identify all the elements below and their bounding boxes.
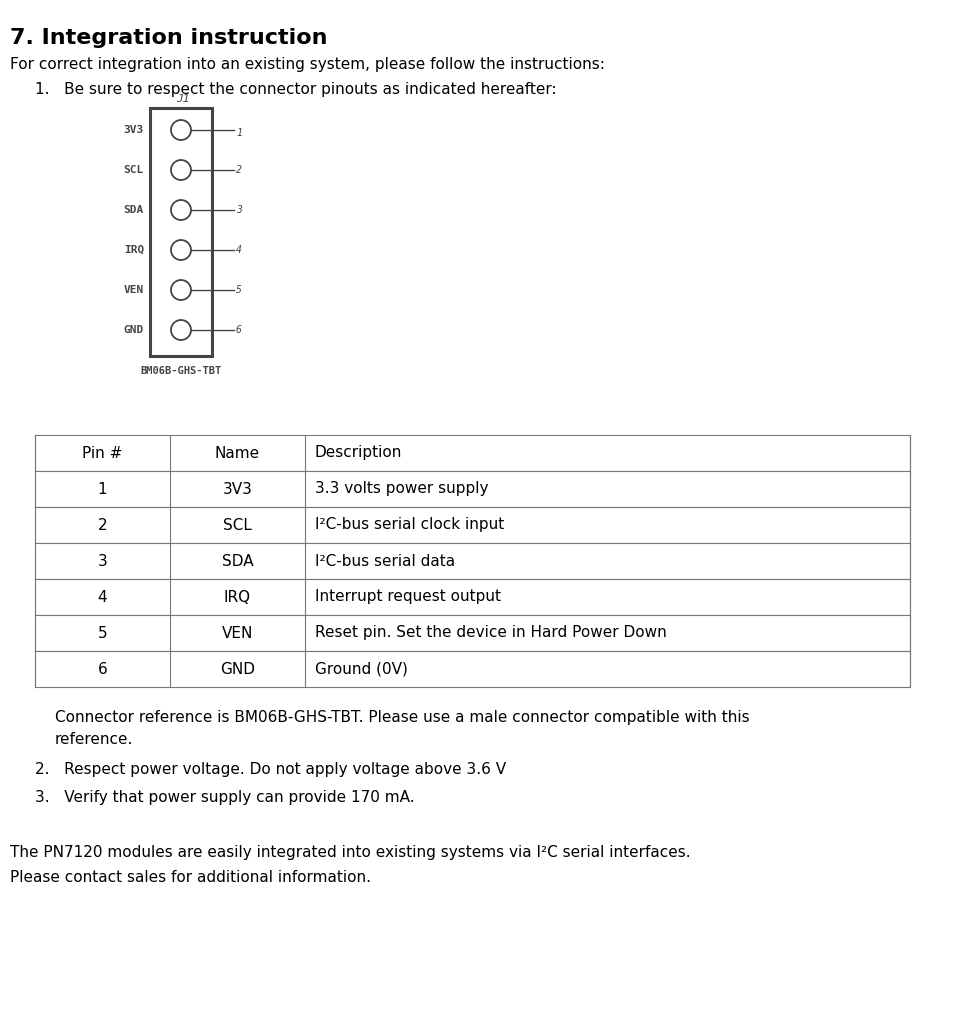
Bar: [35, 435, 909, 470]
Bar: [35, 507, 909, 544]
Bar: [35, 579, 909, 615]
Bar: [35, 615, 909, 651]
Text: VEN: VEN: [222, 626, 253, 641]
Text: IRQ: IRQ: [124, 245, 143, 255]
Text: 2.   Respect power voltage. Do not apply voltage above 3.6 V: 2. Respect power voltage. Do not apply v…: [35, 762, 506, 777]
Text: 1: 1: [98, 482, 108, 497]
Text: 7. Integration instruction: 7. Integration instruction: [10, 28, 328, 48]
Text: SDA: SDA: [222, 554, 253, 569]
Text: 1: 1: [235, 128, 241, 138]
Bar: [150, 108, 212, 356]
Text: Description: Description: [315, 445, 402, 460]
Circle shape: [171, 240, 191, 260]
Text: 6: 6: [98, 661, 108, 676]
Bar: [35, 651, 909, 687]
Text: VEN: VEN: [124, 285, 143, 295]
Text: GND: GND: [220, 661, 255, 676]
Bar: [35, 470, 909, 507]
Text: BM06B-GHS-TBT: BM06B-GHS-TBT: [141, 366, 221, 376]
Text: Pin #: Pin #: [82, 445, 122, 460]
Text: For correct integration into an existing system, please follow the instructions:: For correct integration into an existing…: [10, 57, 605, 72]
Text: J1: J1: [176, 94, 190, 104]
Text: I²C-bus serial clock input: I²C-bus serial clock input: [315, 517, 504, 532]
Text: I²C-bus serial data: I²C-bus serial data: [315, 554, 454, 569]
Text: IRQ: IRQ: [224, 589, 251, 604]
Text: 3: 3: [98, 554, 108, 569]
Text: reference.: reference.: [55, 732, 134, 747]
Text: 3.   Verify that power supply can provide 170 mA.: 3. Verify that power supply can provide …: [35, 790, 414, 805]
Text: Please contact sales for additional information.: Please contact sales for additional info…: [10, 870, 370, 885]
Text: SCL: SCL: [124, 165, 143, 175]
Bar: [35, 544, 909, 579]
Text: 6: 6: [235, 325, 241, 335]
Text: 1.   Be sure to respect the connector pinouts as indicated hereafter:: 1. Be sure to respect the connector pino…: [35, 82, 556, 97]
Text: Name: Name: [215, 445, 260, 460]
Text: 2: 2: [235, 165, 241, 175]
Text: Ground (0V): Ground (0V): [315, 661, 407, 676]
Text: Interrupt request output: Interrupt request output: [315, 589, 500, 604]
Text: GND: GND: [124, 325, 143, 335]
Text: Reset pin. Set the device in Hard Power Down: Reset pin. Set the device in Hard Power …: [315, 626, 666, 641]
Text: Connector reference is BM06B-GHS-TBT. Please use a male connector compatible wit: Connector reference is BM06B-GHS-TBT. Pl…: [55, 710, 749, 725]
Text: 5: 5: [98, 626, 108, 641]
Text: The PN7120 modules are easily integrated into existing systems via I²C serial in: The PN7120 modules are easily integrated…: [10, 845, 690, 860]
Text: SDA: SDA: [124, 205, 143, 215]
Circle shape: [171, 160, 191, 180]
Circle shape: [171, 120, 191, 140]
Text: 4: 4: [235, 245, 241, 255]
Text: 3: 3: [235, 205, 241, 215]
Text: 3.3 volts power supply: 3.3 volts power supply: [315, 482, 488, 497]
Text: 3V3: 3V3: [222, 482, 252, 497]
Text: 3V3: 3V3: [124, 125, 143, 135]
Text: 4: 4: [98, 589, 108, 604]
Text: 2: 2: [98, 517, 108, 532]
Text: 5: 5: [235, 285, 241, 295]
Circle shape: [171, 200, 191, 220]
Circle shape: [171, 280, 191, 300]
Circle shape: [171, 320, 191, 340]
Text: SCL: SCL: [223, 517, 252, 532]
